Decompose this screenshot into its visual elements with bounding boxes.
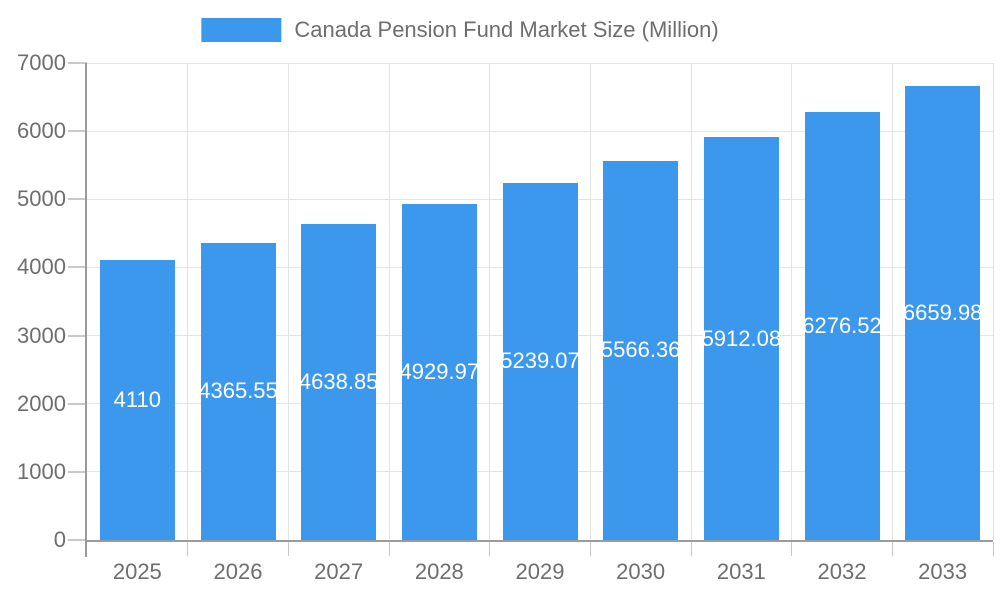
bar-value-label: 4638.85 (298, 368, 379, 394)
gridline-vertical (690, 63, 692, 540)
y-axis-label: 1000 (17, 458, 66, 484)
gridline-vertical (791, 63, 793, 540)
y-axis-tick-mark (68, 130, 87, 133)
x-axis-tick-mark (489, 542, 491, 556)
x-axis-tick-mark (187, 542, 189, 556)
x-axis-label: 2030 (616, 559, 666, 584)
x-axis-label: 2026 (213, 559, 263, 584)
bar-value-label: 4365.55 (198, 378, 278, 404)
gridline-horizontal (87, 130, 993, 132)
x-axis-tick-mark (791, 542, 793, 556)
y-axis-tick-mark (68, 470, 87, 473)
y-axis-tick-mark (68, 334, 87, 337)
y-axis-tick-mark (68, 539, 87, 541)
x-axis-tick-mark (287, 542, 289, 556)
y-axis-label: 3000 (17, 322, 66, 348)
x-axis-tick-mark (690, 542, 692, 556)
x-axis-label: 2027 (314, 559, 364, 584)
legend-swatch (201, 18, 282, 42)
x-axis-label: 2031 (716, 559, 766, 584)
gridline-vertical (589, 63, 591, 540)
bar-value-label: 4110 (113, 386, 161, 412)
x-axis-tick-mark (589, 542, 591, 556)
legend-item[interactable]: Canada Pension Fund Market Size (Million… (201, 17, 719, 43)
y-axis-label: 4000 (17, 254, 66, 280)
bar-value-label: 5566.36 (600, 337, 681, 363)
bar-value-label: 6276.52 (802, 313, 882, 339)
bar-2033[interactable]: 6659.98 (902, 86, 983, 540)
x-axis-label: 2025 (112, 559, 162, 584)
gridline-horizontal (87, 62, 993, 64)
bar-value-label: 4929.97 (399, 359, 480, 385)
gridline-vertical (489, 63, 491, 540)
bar-2027[interactable]: 4638.85 (298, 223, 379, 540)
x-axis-tick-mark (388, 542, 390, 556)
y-axis-label: 0 (53, 527, 66, 552)
gridline-vertical (388, 63, 390, 540)
x-axis-label: 2032 (817, 559, 867, 584)
y-axis-tick-mark (68, 198, 87, 201)
x-axis-label: 2028 (414, 559, 464, 584)
y-axis-tick-mark (68, 266, 87, 269)
y-axis-label: 5000 (17, 186, 66, 212)
y-axis-tick-mark (68, 62, 87, 64)
y-axis-line (85, 63, 87, 557)
bar-2025[interactable]: 4110 (99, 259, 175, 540)
bar-2028[interactable]: 4929.97 (399, 204, 480, 540)
x-axis-tick-mark (891, 542, 893, 556)
bar-2026[interactable]: 4365.55 (198, 242, 278, 540)
bar-2032[interactable]: 6276.52 (802, 112, 882, 540)
bar-value-label: 6659.98 (902, 300, 983, 326)
gridline-vertical (187, 63, 189, 540)
bar-value-label: 5239.07 (500, 348, 580, 374)
bar-2030[interactable]: 5566.36 (600, 160, 681, 540)
y-axis-label: 7000 (17, 50, 66, 75)
bar-2029[interactable]: 5239.07 (500, 182, 580, 540)
bar-2031[interactable]: 5912.08 (701, 137, 782, 540)
gridline-vertical (992, 63, 994, 540)
x-axis-line (85, 540, 993, 542)
bar-value-label: 5912.08 (701, 325, 782, 351)
y-axis-tick-mark (68, 402, 87, 405)
y-axis-label: 6000 (17, 118, 66, 144)
gridline-vertical (287, 63, 289, 540)
gridline-vertical (891, 63, 893, 540)
x-axis-label: 2033 (918, 559, 968, 584)
x-axis-label: 2029 (515, 559, 565, 584)
y-axis-label: 2000 (17, 390, 66, 416)
x-axis-tick-mark (992, 542, 994, 556)
legend-label: Canada Pension Fund Market Size (Million… (294, 17, 719, 42)
